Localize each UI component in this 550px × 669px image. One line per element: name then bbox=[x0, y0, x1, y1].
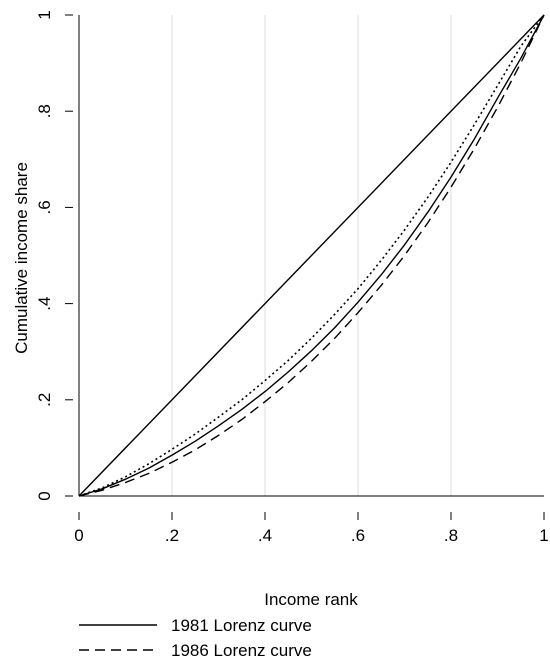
series-line bbox=[78, 14, 545, 497]
series-line bbox=[78, 14, 545, 497]
y-tick-label: 1 bbox=[35, 10, 54, 19]
series-layer bbox=[78, 14, 545, 497]
axis-layer: 0 .2 .4 .6 .8 1 0 .2 .4 .6 .8 1 bbox=[35, 10, 549, 545]
y-tick-label: .4 bbox=[35, 297, 54, 311]
x-tick-label: 0 bbox=[74, 526, 83, 545]
x-axis-title: Income rank bbox=[264, 590, 358, 609]
y-axis-title: Cumulative income share bbox=[12, 162, 31, 354]
series-line bbox=[78, 14, 545, 497]
legend-label: 1986 Concentration curve (1981 ranking) bbox=[171, 666, 480, 669]
x-tick-label: .6 bbox=[351, 526, 365, 545]
y-tick-label: .6 bbox=[35, 200, 54, 214]
y-tick-label: .8 bbox=[35, 104, 54, 118]
legend-label: 1986 Lorenz curve bbox=[171, 641, 312, 660]
x-tick-label: .4 bbox=[258, 526, 272, 545]
x-tick-label: .2 bbox=[165, 526, 179, 545]
grid-layer bbox=[171, 15, 452, 496]
legend-label: 1981 Lorenz curve bbox=[171, 616, 312, 635]
equality-line bbox=[78, 14, 545, 497]
label-layer: Income rank Cumulative income share bbox=[12, 162, 358, 609]
y-tick-label: .2 bbox=[35, 393, 54, 407]
legend: 1981 Lorenz curve 1986 Lorenz curve 1986 C… bbox=[79, 616, 480, 669]
x-tick-label: .8 bbox=[444, 526, 458, 545]
x-tick-label: 1 bbox=[539, 526, 548, 545]
y-tick-label: 0 bbox=[35, 491, 54, 500]
